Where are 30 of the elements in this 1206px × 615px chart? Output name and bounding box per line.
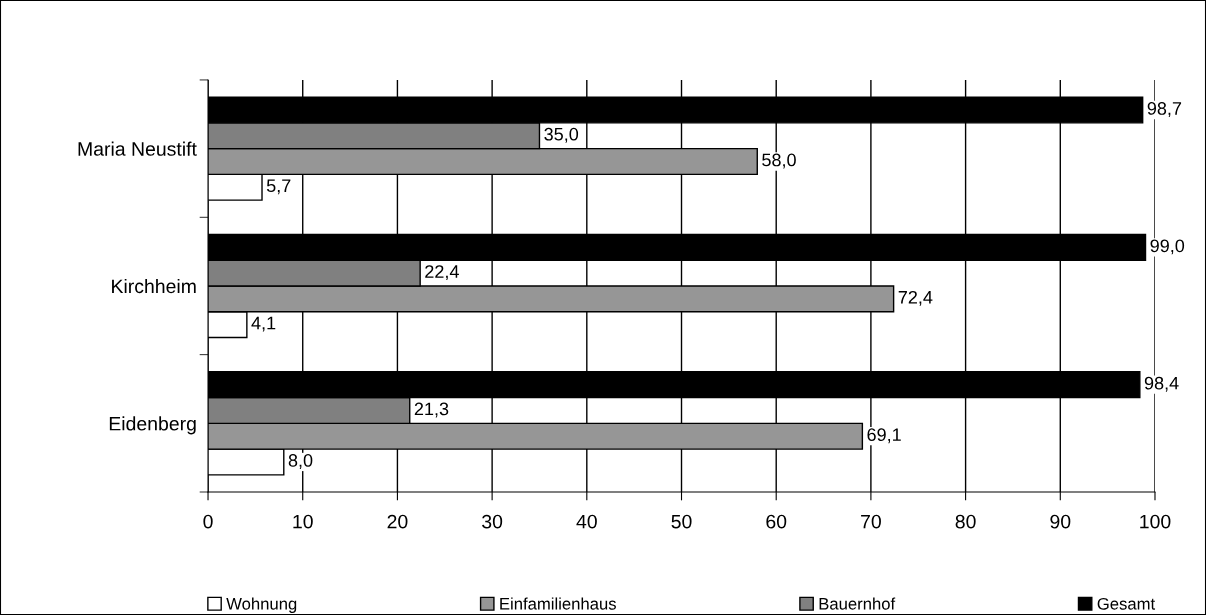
x-tick-label: 60 bbox=[766, 514, 787, 529]
x-tick-label: 100 bbox=[1140, 514, 1171, 529]
data-label: 5,7 bbox=[266, 179, 291, 195]
y-tick-label: Kirchheim bbox=[112, 278, 196, 294]
x-tick-label: 30 bbox=[482, 514, 503, 529]
data-label: 21,3 bbox=[414, 402, 449, 418]
data-label: 8,0 bbox=[288, 454, 313, 469]
x-tick-label: 90 bbox=[1050, 514, 1071, 529]
data-label: 58,0 bbox=[762, 153, 796, 169]
legend-label: Gesamt bbox=[1097, 597, 1156, 610]
y-tick-label: Maria Neustift bbox=[78, 141, 197, 156]
data-label: 4,1 bbox=[251, 316, 276, 332]
x-tick-label: 0 bbox=[203, 514, 213, 529]
x-tick-label: 80 bbox=[955, 514, 976, 529]
data-label: 22,4 bbox=[425, 265, 459, 281]
data-label: 35,0 bbox=[544, 127, 579, 143]
y-tick-label: Eidenberg bbox=[109, 416, 196, 435]
data-label: 72,4 bbox=[898, 290, 933, 306]
x-tick-label: 10 bbox=[293, 514, 313, 529]
legend-label: Einfamilienhaus bbox=[500, 597, 616, 610]
data-label: 98,4 bbox=[1144, 376, 1179, 392]
x-tick-label: 20 bbox=[387, 514, 408, 529]
data-label: 98,7 bbox=[1147, 102, 1182, 117]
x-tick-label: 50 bbox=[671, 514, 692, 529]
data-label: 99,0 bbox=[1150, 239, 1185, 255]
legend-label: Wohnung bbox=[226, 597, 297, 613]
x-tick-label: 40 bbox=[576, 514, 597, 529]
data-label: 69,1 bbox=[867, 428, 901, 444]
legend-label: Bauernhof bbox=[819, 597, 896, 610]
x-tick-label: 70 bbox=[861, 514, 881, 529]
